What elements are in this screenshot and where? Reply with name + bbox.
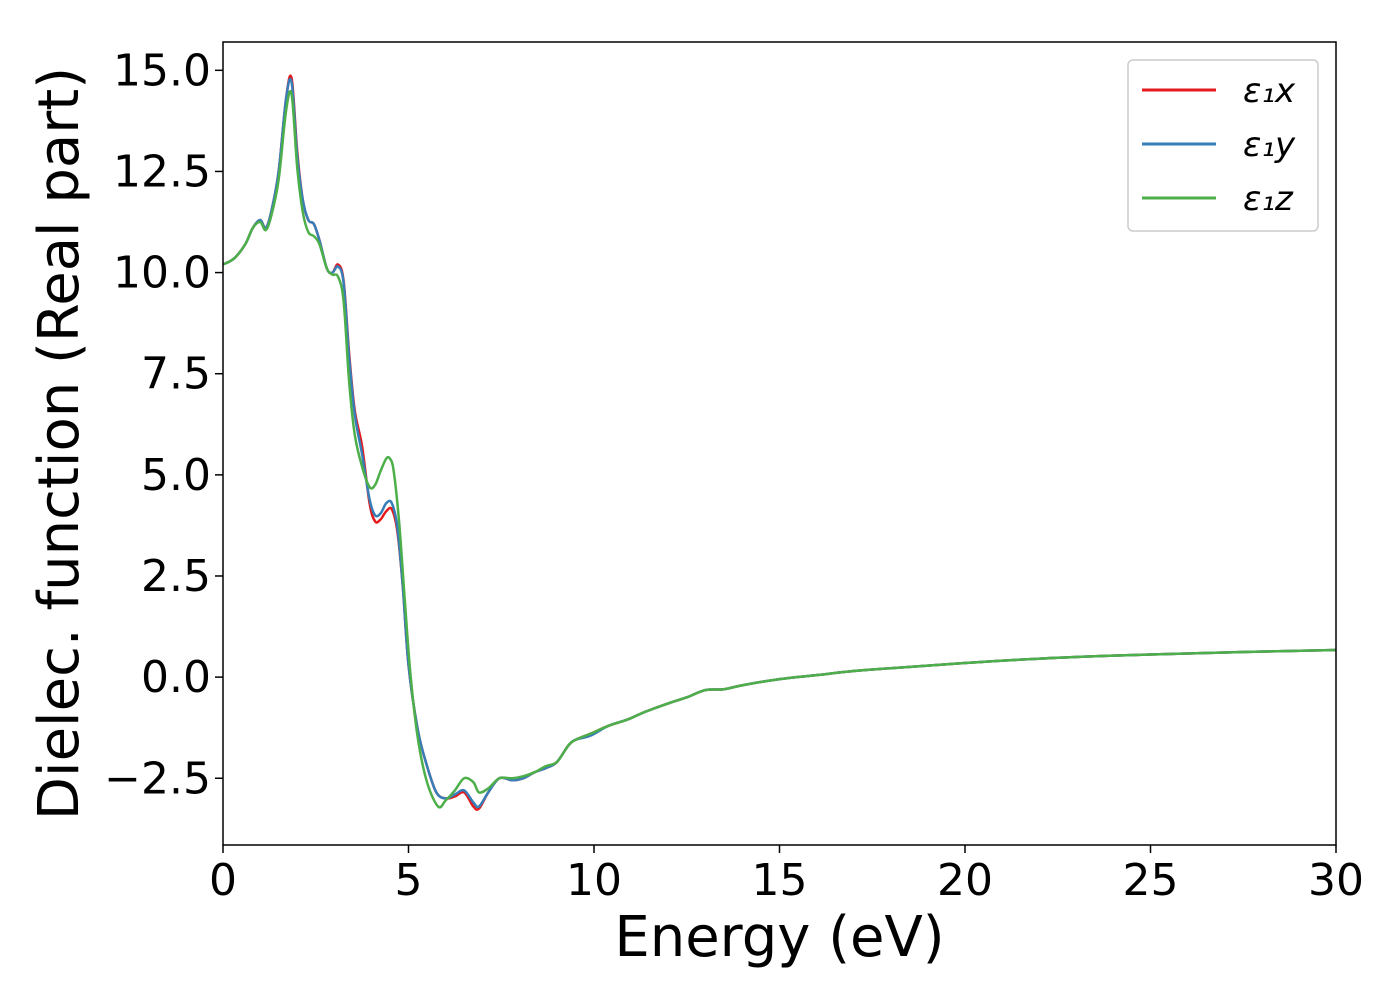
x-tick-label: 5: [395, 855, 423, 906]
y-tick-label: 7.5: [141, 349, 211, 400]
y-tick-label: 10.0: [113, 248, 211, 299]
x-tick-label: 15: [752, 855, 808, 906]
legend-label-3: ε₁z: [1243, 179, 1294, 219]
x-tick-label: 0: [209, 855, 237, 906]
series-layer: [223, 74, 1336, 811]
legend: ε₁x ε₁y ε₁z: [1127, 59, 1319, 232]
x-tick-label: 25: [1123, 855, 1179, 906]
y-tick-label: −2.5: [104, 753, 211, 804]
y-tick-label: 12.5: [113, 146, 211, 197]
legend-label-2: ε₁y: [1243, 125, 1296, 165]
series-line-3: [223, 89, 1336, 809]
x-tick-label: 10: [566, 855, 622, 906]
y-tick-label: 2.5: [141, 551, 211, 602]
x-axis-title: Energy (eV): [614, 905, 944, 970]
x-axis-ticks: 0 5 10 15 20 25 30: [209, 845, 1364, 906]
legend-label-1: ε₁x: [1243, 71, 1296, 111]
x-tick-label: 20: [937, 855, 993, 906]
y-tick-label: 5.0: [141, 450, 211, 501]
y-tick-label: 15.0: [113, 45, 211, 96]
x-tick-label: 30: [1308, 855, 1364, 906]
y-tick-label: 0.0: [141, 652, 211, 703]
legend-box: [1127, 59, 1319, 232]
y-axis-ticks: −2.5 0.0 2.5 5.0 7.5 10.0 12.5 15.0: [104, 45, 223, 804]
y-axis-title: Dielec. function (Real part): [27, 67, 92, 820]
